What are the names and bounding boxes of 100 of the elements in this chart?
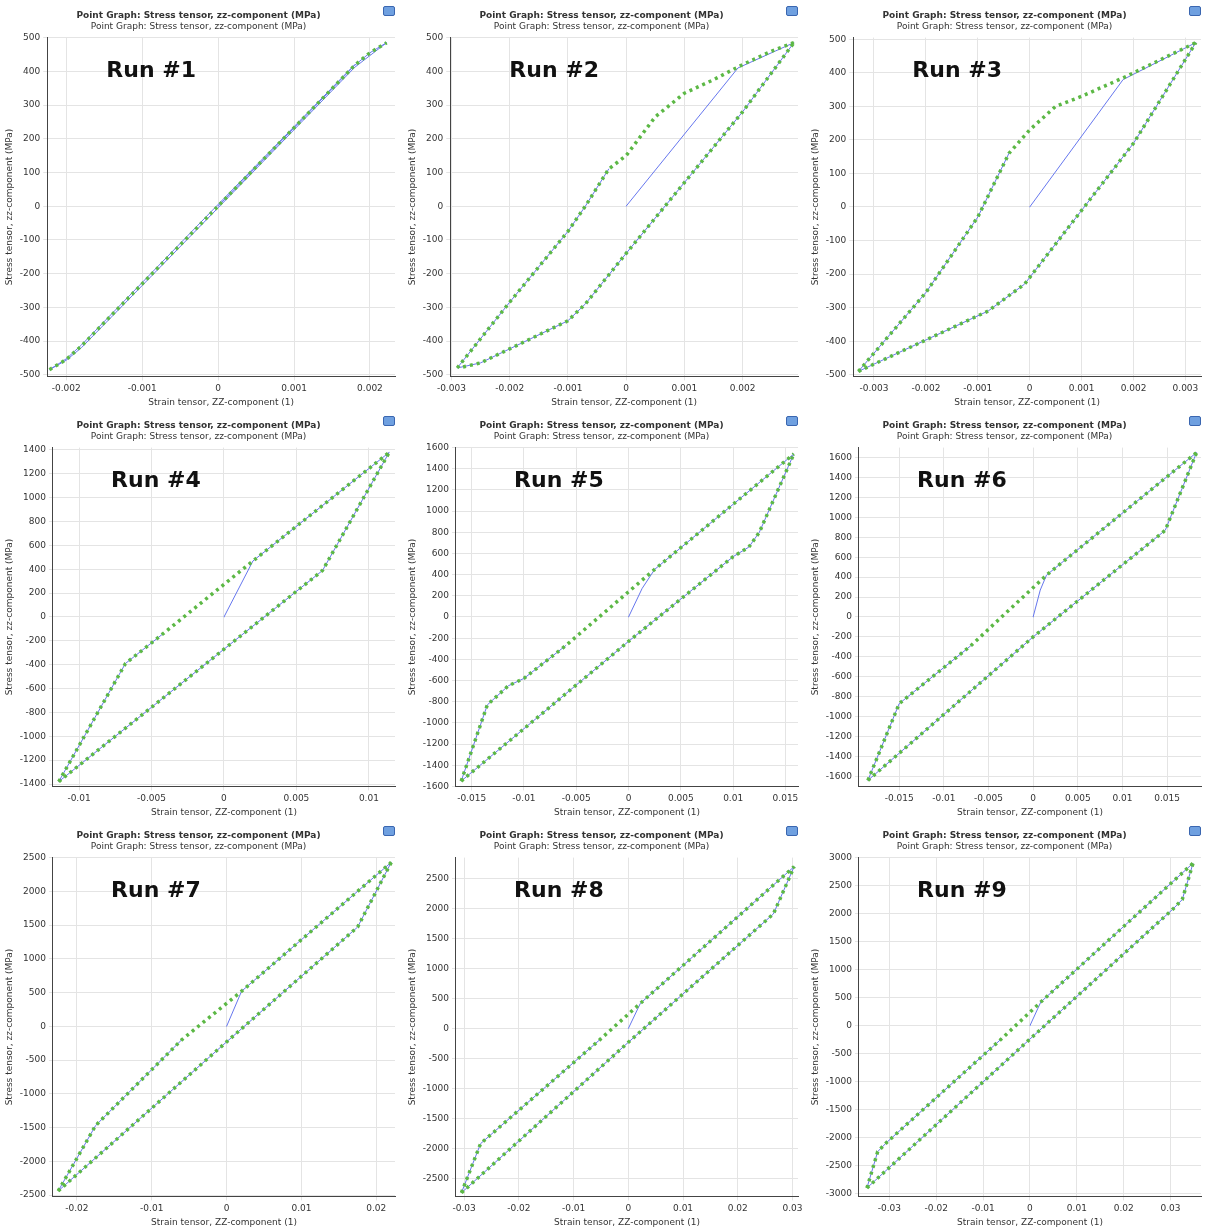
y-tick-label: -3000 — [825, 1187, 853, 1198]
y-tick-label: -200 — [19, 267, 41, 278]
y-tick-label: -200 — [422, 267, 444, 278]
x-tick-label: -0.003 — [859, 383, 889, 394]
y-tick-label: -600 — [25, 682, 47, 693]
y-tick-label: -800 — [25, 706, 47, 717]
y-tick-label: 600 — [834, 551, 853, 562]
y-tick-label: -1000 — [422, 717, 450, 728]
x-tick-label: -0.03 — [452, 1203, 476, 1214]
x-tick-label: 0.001 — [671, 383, 698, 394]
y-axis-title: Stress tensor, zz-component (MPa) — [3, 128, 14, 286]
x-tick-label: -0.03 — [877, 1203, 902, 1214]
y-tick-label: -500 — [25, 1054, 47, 1065]
y-tick-label: -400 — [825, 335, 847, 346]
y-axis-title: Stress tensor, zz-component (MPa) — [809, 948, 820, 1106]
y-tick-label: -1000 — [19, 1088, 47, 1099]
x-tick-label: 0 — [623, 383, 630, 394]
x-tick-label: 0.015 — [772, 793, 799, 804]
x-tick-label: 0 — [215, 383, 222, 394]
x-tick-label: 0.01 — [1066, 1203, 1087, 1214]
x-tick-label: 0 — [1026, 383, 1033, 394]
chart-subtitle: Point Graph: Stress tensor, zz-component (MPa) — [896, 840, 1113, 851]
y-tick-label: 400 — [431, 568, 450, 579]
y-tick-label: 500 — [426, 31, 444, 42]
x-tick-label: -0.01 — [561, 1203, 586, 1214]
x-tick-label: -0.02 — [924, 1203, 948, 1214]
x-tick-label: -0.01 — [512, 793, 536, 804]
y-tick-label: -400 — [19, 335, 41, 346]
annotation: Run #4 — [111, 467, 201, 493]
annotation: Run #6 — [917, 467, 1007, 493]
x-tick-label: -0.01 — [932, 793, 956, 804]
y-tick-label: 200 — [426, 133, 444, 144]
y-tick-label: 1500 — [426, 932, 450, 943]
y-tick-label: -200 — [831, 631, 853, 642]
x-tick-label: -0.015 — [884, 793, 914, 804]
chart-title: Point Graph: Stress tensor, zz-component (MPa) — [479, 419, 724, 430]
x-tick-label: -0.01 — [140, 1203, 164, 1214]
x-tick-label: 0.01 — [723, 793, 744, 804]
x-tick-label: -0.02 — [507, 1203, 531, 1214]
y-tick-label: 2500 — [829, 879, 853, 890]
chart-title: Point Graph: Stress tensor, zz-component (MPa) — [76, 829, 321, 840]
y-tick-label: 300 — [23, 99, 41, 110]
y-tick-label: -1200 — [825, 730, 853, 741]
y-tick-label: -2000 — [422, 1142, 450, 1153]
x-axis-title: Strain tensor, ZZ-component (1) — [554, 806, 700, 817]
x-axis-title: Strain tensor, ZZ-component (1) — [957, 806, 1103, 817]
x-tick-label: 0.03 — [782, 1203, 803, 1214]
y-tick-label: -500 — [422, 369, 444, 380]
y-tick-label: 0 — [846, 1019, 853, 1030]
y-tick-label: -2500 — [422, 1172, 450, 1183]
x-tick-label: -0.01 — [971, 1203, 995, 1214]
y-tick-label: 100 — [426, 166, 444, 177]
y-tick-label: -1600 — [422, 780, 450, 791]
y-tick-label: -400 — [831, 651, 853, 662]
y-tick-label: 1000 — [829, 963, 853, 974]
y-tick-label: -1500 — [422, 1112, 450, 1123]
y-tick-label: -100 — [825, 234, 847, 245]
x-tick-label: 0.002 — [357, 383, 383, 394]
y-axis-title: Stress tensor, zz-component (MPa) — [3, 538, 14, 696]
y-tick-label: 500 — [23, 31, 41, 42]
chart-title: Point Graph: Stress tensor, zz-component (MPa) — [76, 419, 321, 430]
y-tick-label: -400 — [422, 335, 444, 346]
y-tick-label: 1400 — [829, 471, 853, 482]
chart-subtitle: Point Graph: Stress tensor, zz-component (MPa) — [493, 840, 710, 851]
y-axis-title: Stress tensor, zz-component (MPa) — [809, 128, 820, 286]
y-tick-label: 1000 — [426, 962, 450, 973]
y-tick-label: -1000 — [825, 710, 853, 721]
y-tick-label: -1000 — [19, 730, 47, 741]
x-tick-label: -0.005 — [137, 793, 167, 804]
chart-title: Point Graph: Stress tensor, zz-component (MPa) — [479, 829, 724, 840]
y-tick-label: -300 — [825, 301, 847, 312]
chart-title: Point Graph: Stress tensor, zz-component (MPa) — [882, 829, 1127, 840]
y-tick-label: 200 — [431, 590, 450, 601]
x-tick-label: 0.01 — [673, 1203, 694, 1214]
chart-subtitle: Point Graph: Stress tensor, zz-component (MPa) — [90, 20, 307, 31]
y-tick-label: 1000 — [23, 953, 47, 964]
y-tick-label: -500 — [428, 1052, 450, 1063]
y-tick-label: 200 — [829, 134, 847, 145]
x-axis-title: Strain tensor, ZZ-component (1) — [957, 1216, 1103, 1227]
y-tick-label: 600 — [28, 539, 47, 550]
x-axis-title: Strain tensor, ZZ-component (1) — [151, 1216, 297, 1227]
y-tick-label: -2500 — [825, 1159, 853, 1170]
y-tick-label: -2000 — [19, 1155, 47, 1166]
x-tick-label: 0.003 — [1172, 383, 1199, 394]
y-tick-label: -500 — [19, 369, 41, 380]
chart-subtitle: Point Graph: Stress tensor, zz-component (MPa) — [90, 840, 307, 851]
x-tick-label: 0.02 — [727, 1203, 748, 1214]
y-tick-label: 300 — [829, 100, 847, 111]
y-tick-label: -800 — [831, 691, 853, 702]
x-tick-label: 0.01 — [1112, 793, 1133, 804]
y-tick-label: -2000 — [825, 1131, 853, 1142]
x-tick-label: 0.001 — [1068, 383, 1095, 394]
y-tick-label: 0 — [34, 200, 41, 211]
x-tick-label: -0.003 — [436, 383, 466, 394]
y-tick-label: 100 — [23, 166, 41, 177]
y-tick-label: -200 — [825, 268, 847, 279]
y-tick-label: 1600 — [829, 451, 853, 462]
y-tick-label: -100 — [19, 234, 41, 245]
y-tick-label: -400 — [428, 653, 450, 664]
chart-subtitle: Point Graph: Stress tensor, zz-component (MPa) — [896, 430, 1113, 441]
